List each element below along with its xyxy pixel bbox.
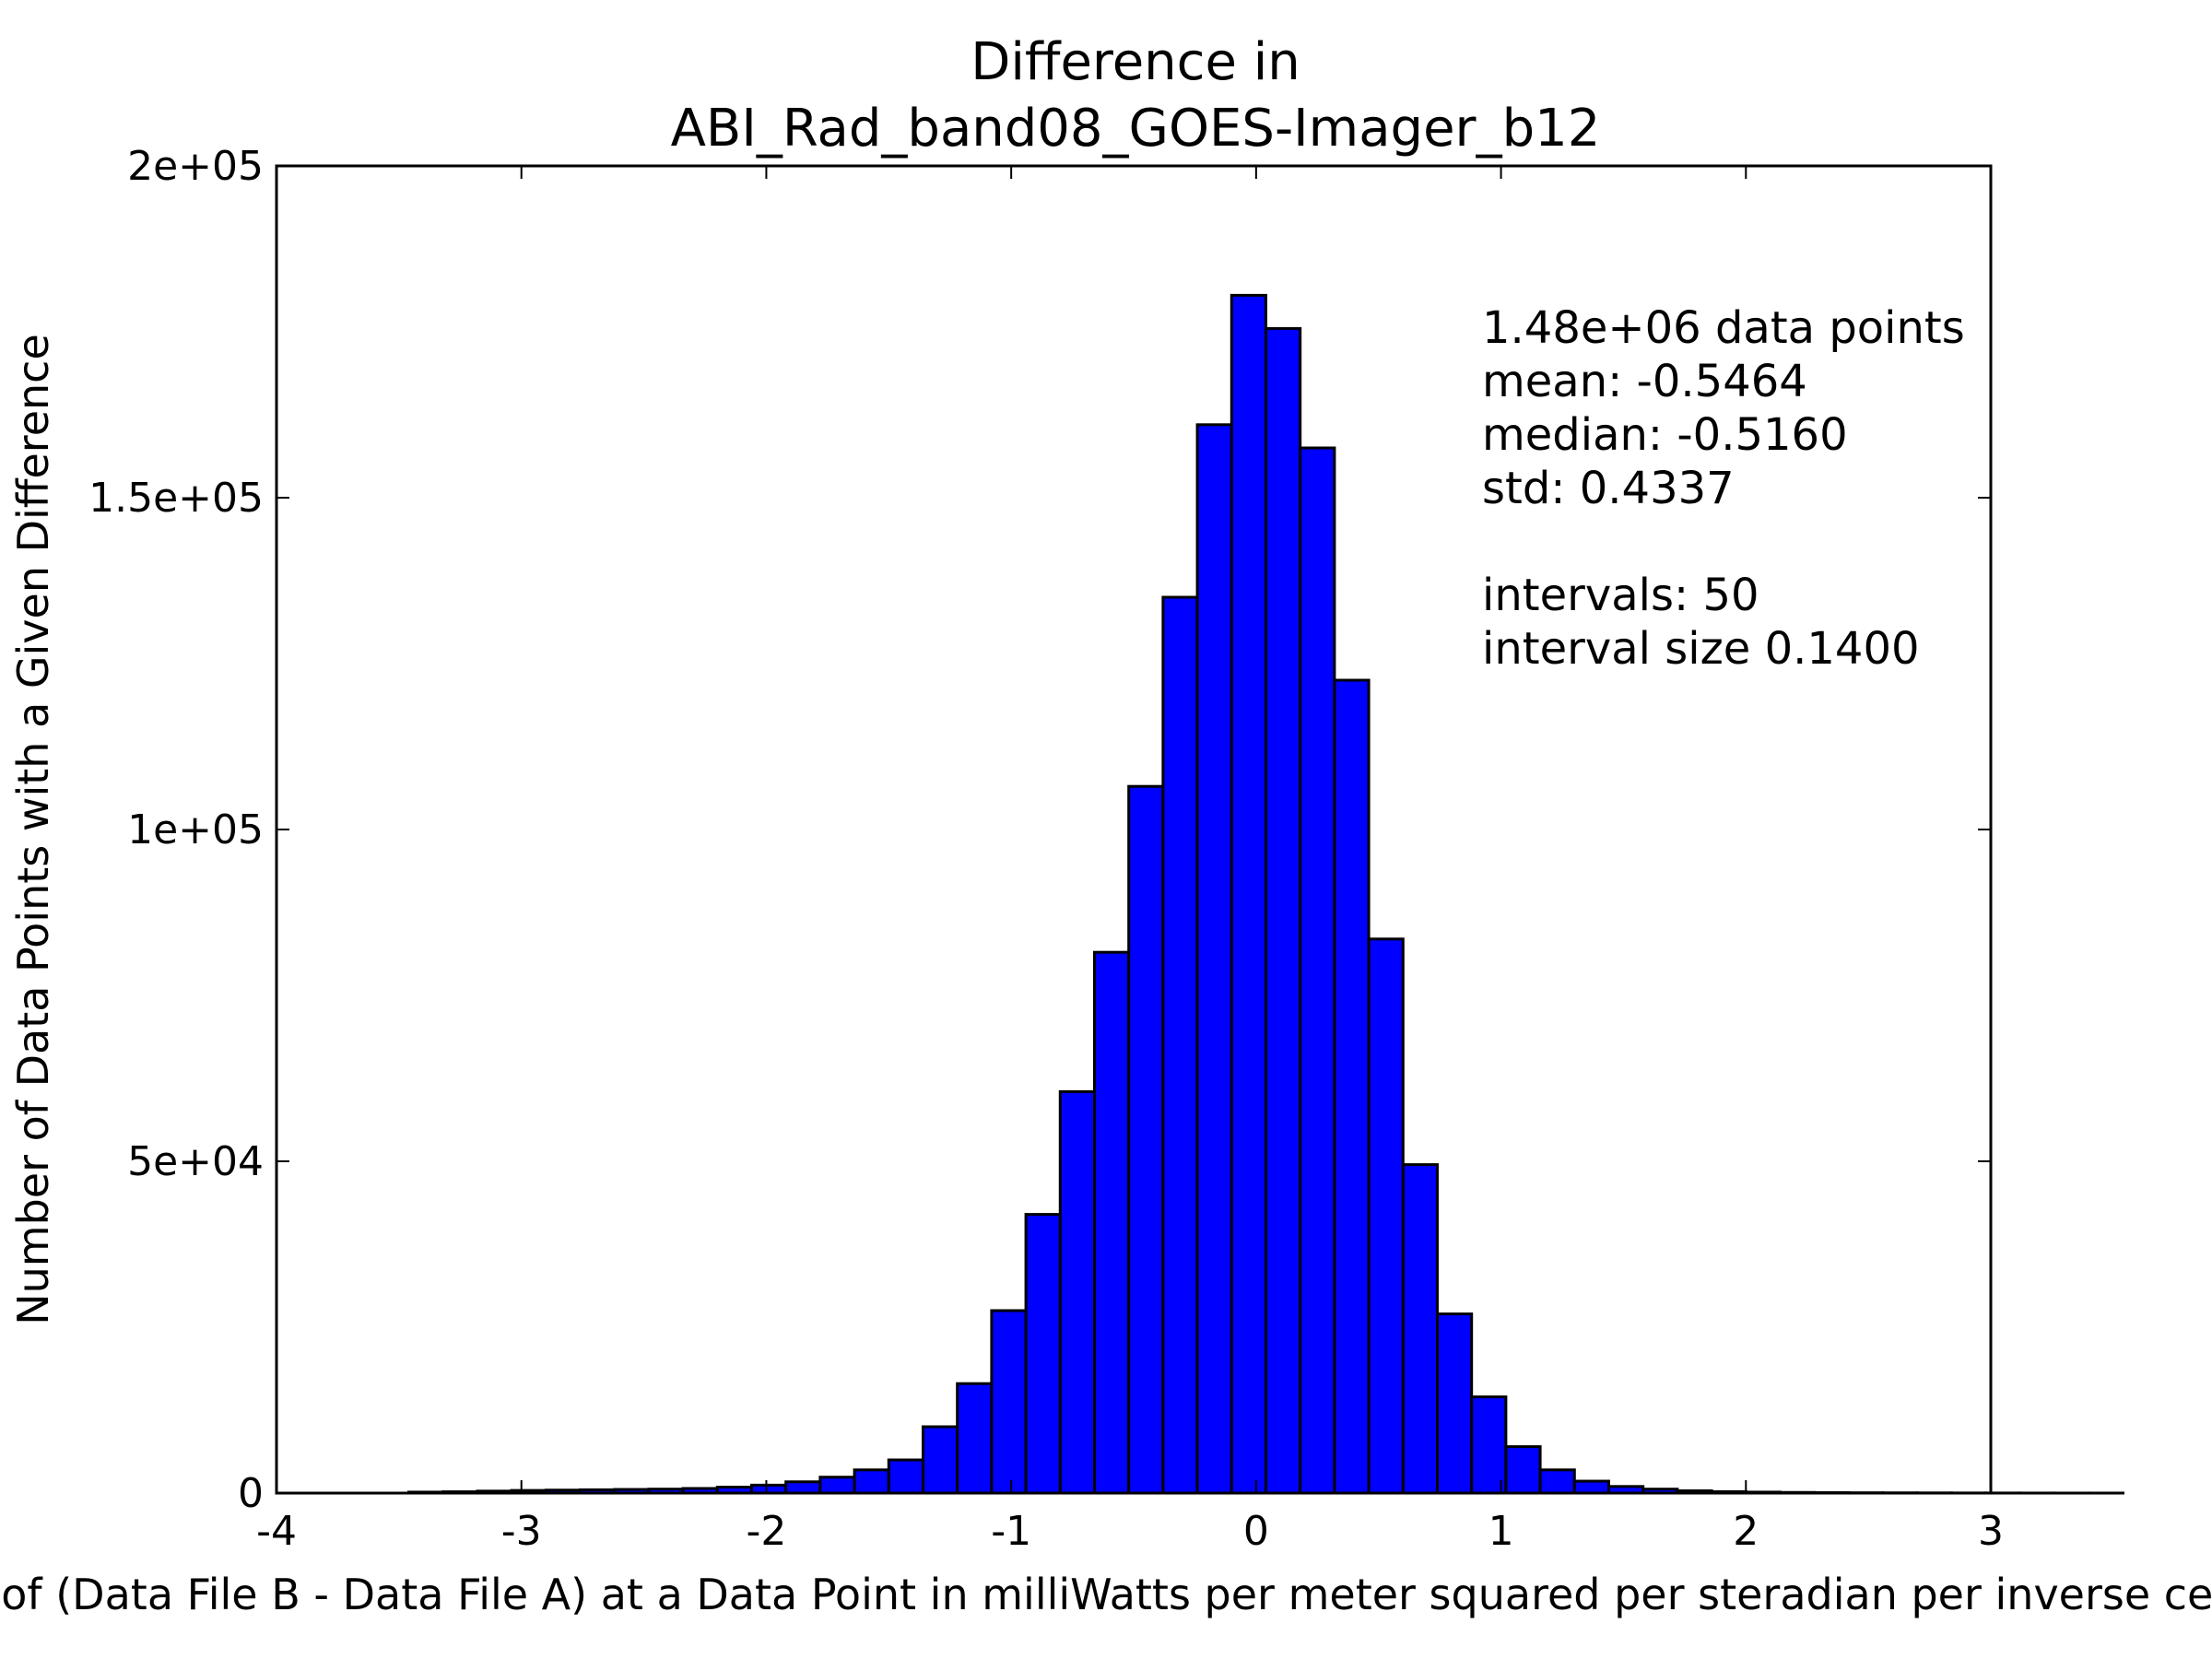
histogram-bar [1572, 1479, 1610, 1495]
plot-frame [275, 164, 1993, 1495]
histogram-bar [1058, 1089, 1096, 1495]
histogram-bar [1538, 1468, 1576, 1495]
x-tick-label: 2 [1733, 1508, 1759, 1555]
histogram-bar [956, 1382, 994, 1495]
histogram-bar [1504, 1445, 1542, 1495]
histogram-bar [1435, 1312, 1474, 1495]
x-tick-label: 0 [1243, 1508, 1269, 1555]
histogram-bar [1367, 937, 1405, 1495]
stats-count: 1.48e+06 data points [1482, 302, 1965, 354]
x-axis-label: Value of (Data File B - Data File A) at … [0, 1570, 2212, 1619]
histogram-bar [818, 1476, 856, 1495]
y-tick-label: 2e+05 [127, 143, 264, 190]
histogram-bar [1299, 446, 1336, 1495]
chart-title-line1: Difference in [971, 32, 1300, 92]
bars-group [406, 293, 2124, 1495]
histogram-bar [1161, 595, 1199, 1495]
x-tick-label: 3 [1978, 1508, 2004, 1555]
histogram-bar [1230, 293, 1267, 1495]
histogram-bar [1264, 326, 1302, 1495]
histogram-bar [1401, 1163, 1439, 1495]
histogram-bar [853, 1468, 890, 1495]
x-tick-label: 1 [1488, 1508, 1514, 1555]
histogram-bar [1470, 1395, 1508, 1495]
histogram-bar [784, 1480, 822, 1495]
histogram-bar [1024, 1213, 1062, 1495]
stats-median: median: -0.5160 [1482, 409, 1848, 461]
stats-intervals: intervals: 50 [1482, 570, 1759, 621]
stats-mean: mean: -0.5464 [1482, 356, 1807, 407]
y-tick-label: 1.5e+05 [88, 475, 264, 522]
histogram-bar [990, 1309, 1028, 1495]
histogram-bar [1195, 423, 1233, 1495]
x-tick-label: -2 [746, 1508, 786, 1555]
y-tick-label: 5e+04 [127, 1138, 264, 1185]
ticks-group: -4 -3 -2 -1 0 1 2 3 0 5e+04 1e+05 1.5e+05 2e+05 [88, 143, 2004, 1555]
stats-interval-size: interval size 0.1400 [1482, 623, 1920, 675]
histogram-bar [1333, 678, 1371, 1495]
histogram-bar [1127, 784, 1165, 1495]
x-tick-label: -3 [501, 1508, 542, 1555]
stats-box: 1.48e+06 data points mean: -0.5464 media… [1482, 302, 1965, 675]
chart-title-line2: ABI_Rad_band08_GOES-Imager_b12 [671, 99, 1601, 159]
y-tick-label: 0 [238, 1470, 264, 1517]
y-axis-label: Number of Data Points with a Given Diffe… [8, 334, 58, 1325]
x-tick-label: -4 [256, 1508, 297, 1555]
histogram-bar [887, 1458, 924, 1495]
histogram-bar [921, 1425, 959, 1495]
y-tick-label: 1e+05 [127, 806, 264, 853]
x-tick-label: -1 [991, 1508, 1031, 1555]
stats-std: std: 0.4337 [1482, 463, 1735, 514]
histogram-bar [1092, 950, 1131, 1495]
